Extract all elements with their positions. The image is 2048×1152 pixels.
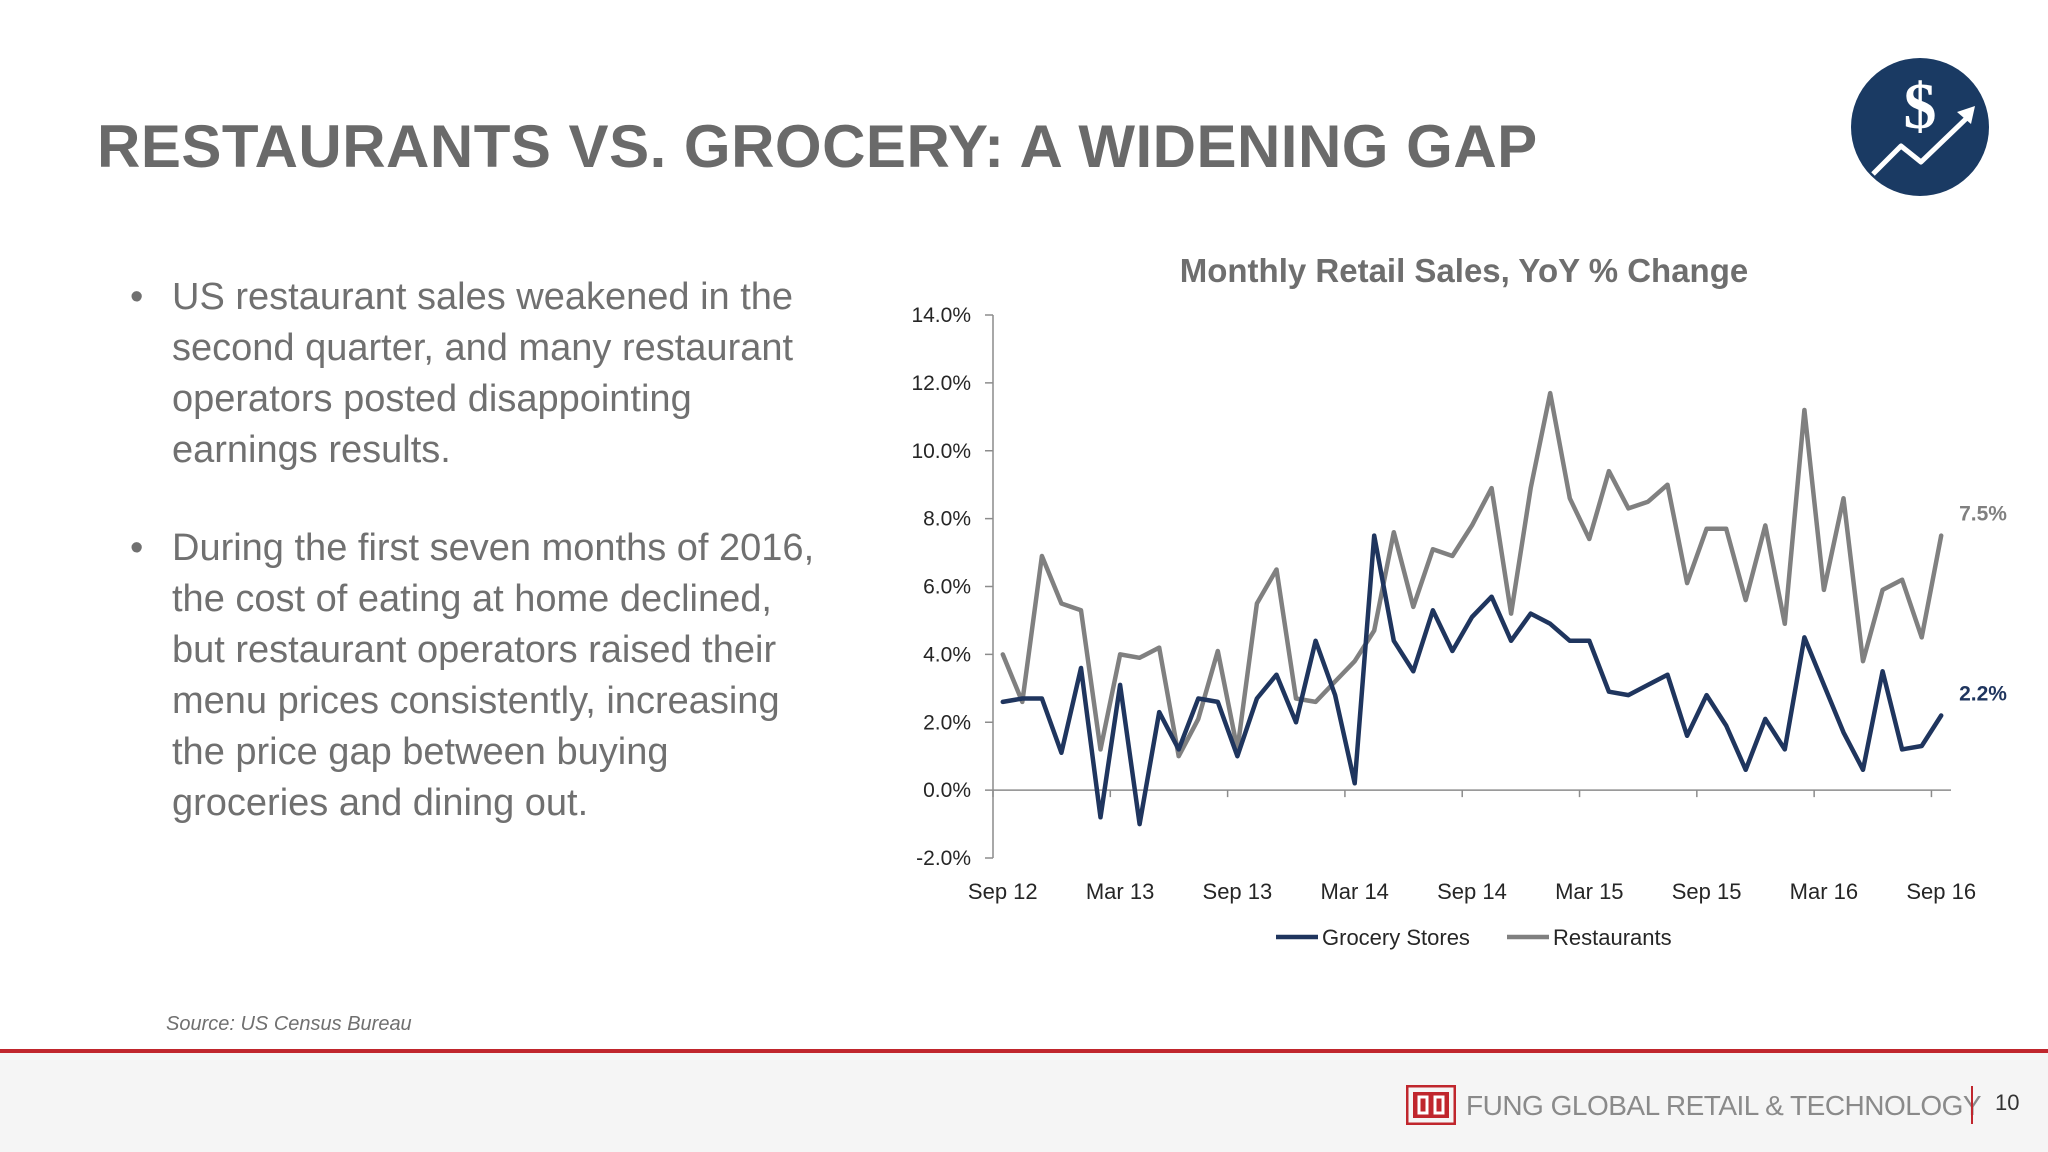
y-tick-label: 0.0%: [923, 779, 971, 802]
x-tick-label: Mar 14: [1320, 879, 1388, 904]
x-tick-label: Sep 13: [1203, 879, 1273, 904]
svg-text:$: $: [1904, 70, 1937, 143]
dollar-growth-icon: $: [1851, 58, 1989, 196]
y-tick-label: 6.0%: [923, 576, 971, 599]
series-line-grocery-stores: [1000, 533, 1944, 827]
y-tick-label: 4.0%: [923, 643, 971, 666]
footer-divider: [1971, 1086, 1973, 1124]
x-tick-label: Mar 15: [1555, 879, 1623, 904]
x-tick-label: Mar 13: [1086, 879, 1154, 904]
y-tick-label: 12.0%: [911, 372, 971, 395]
legend-label: Restaurants: [1553, 925, 1672, 950]
y-tick-label: 14.0%: [911, 304, 971, 327]
x-tick-label: Sep 16: [1906, 879, 1976, 904]
bullet-item: During the first seven months of 2016, t…: [130, 523, 830, 829]
page-number: 10: [1995, 1090, 2020, 1115]
company-name: FUNG GLOBAL RETAIL & TECHNOLOGY: [1466, 1090, 1982, 1121]
x-tick-label: Sep 12: [968, 879, 1038, 904]
bullet-item: US restaurant sales weakened in the seco…: [130, 272, 830, 476]
y-tick-label: 2.0%: [923, 711, 971, 734]
y-tick-label: -2.0%: [916, 847, 971, 870]
data-label: 2.2%: [1959, 682, 2007, 705]
line-chart: -2.0% 0.0% 2.0% 4.0% 6.0% 8.0% 10.0% 12.0% 14.0%…: [911, 304, 2007, 950]
x-tick-label: Mar 16: [1790, 879, 1858, 904]
y-tick-label: 8.0%: [923, 508, 971, 531]
series-line-restaurants: [1000, 390, 1944, 759]
company-logo-icon: [1406, 1085, 1456, 1125]
bullet-list: US restaurant sales weakened in the seco…: [130, 272, 830, 876]
footer-rule: [0, 1049, 2048, 1053]
chart-title: Monthly Retail Sales, YoY % Change: [1179, 252, 1749, 289]
data-label: 7.5%: [1959, 503, 2007, 526]
y-tick-label: 10.0%: [911, 440, 971, 463]
source-note: Source: US Census Bureau: [166, 1013, 412, 1035]
legend-label: Grocery Stores: [1322, 925, 1470, 950]
x-tick-label: Sep 15: [1672, 879, 1742, 904]
slide-title: RESTAURANTS VS. GROCERY: A WIDENING GAP: [97, 113, 1538, 180]
x-tick-label: Sep 14: [1437, 879, 1507, 904]
footer-band: [0, 1053, 2048, 1152]
